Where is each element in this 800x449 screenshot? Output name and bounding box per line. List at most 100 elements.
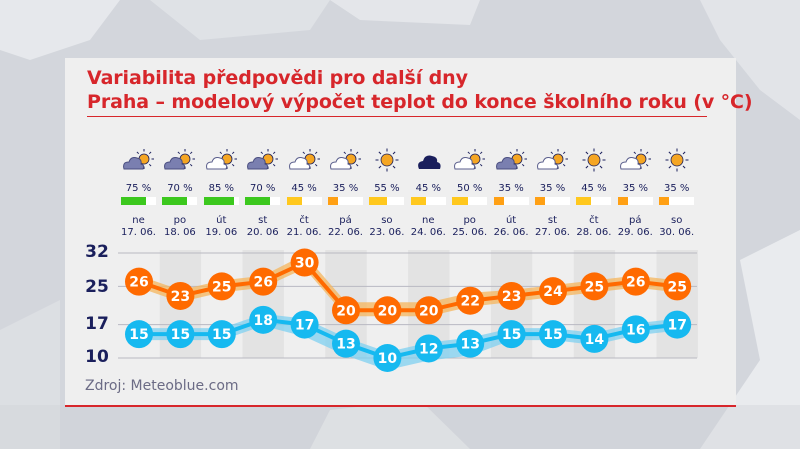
- svg-text:17: 17: [667, 318, 686, 334]
- day-label: čt 28. 06.: [573, 215, 614, 239]
- min-temperature-point: 15: [166, 320, 195, 349]
- day-date: 19. 06: [205, 227, 238, 238]
- confidence-bar: [369, 197, 405, 205]
- day-label: ne 17. 06.: [118, 215, 159, 239]
- forecast-confidence: 85 %: [208, 183, 234, 194]
- day-of-week: po: [463, 215, 476, 226]
- confidence-bar: [617, 197, 653, 205]
- cloud-icon: [417, 155, 441, 169]
- max-temperature-point: 23: [497, 281, 526, 310]
- max-temperature-point: 26: [621, 267, 650, 296]
- day-of-week: po: [173, 215, 187, 226]
- day-date: 22. 06.: [328, 227, 363, 238]
- day-date: 29. 06.: [617, 227, 653, 238]
- confidence-bar: [410, 197, 446, 205]
- forecast-confidence: 55 %: [374, 183, 400, 194]
- svg-text:15: 15: [129, 327, 148, 343]
- svg-text:10: 10: [378, 351, 398, 367]
- day-of-week: čt: [589, 215, 599, 226]
- day-of-week: ne: [422, 215, 435, 226]
- day-of-week: pá: [339, 215, 352, 226]
- confidence-bar-fill: [245, 197, 271, 205]
- day-of-week: út: [505, 215, 517, 226]
- cloud-sun-light-icon: [454, 149, 486, 170]
- min-temperature-point: 18: [249, 305, 278, 334]
- forecast-confidence: 70 %: [167, 183, 193, 194]
- day-date: 17. 06.: [121, 227, 156, 238]
- title-line-2: Praha – modelový výpočet teplot do konce…: [87, 91, 753, 113]
- svg-text:15: 15: [171, 327, 190, 343]
- svg-text:26: 26: [626, 275, 645, 291]
- confidence-bar-fill: [369, 197, 388, 205]
- day-of-week: st: [258, 215, 268, 226]
- cloud-sun-light-icon: [288, 149, 320, 170]
- forecast-confidence: 50 %: [456, 183, 483, 194]
- max-temperature-point: 25: [207, 272, 236, 301]
- day-label: po 18. 06: [159, 215, 200, 239]
- y-tick-32: 32: [85, 242, 109, 262]
- svg-text:20: 20: [419, 303, 439, 319]
- cloud-sun-light-icon: [205, 149, 237, 170]
- day-date: 28. 06.: [576, 227, 612, 238]
- svg-text:23: 23: [502, 289, 521, 305]
- confidence-bar: [162, 197, 198, 205]
- column-band: [656, 250, 698, 358]
- svg-text:25: 25: [585, 279, 604, 295]
- svg-text:12: 12: [419, 341, 438, 357]
- max-temperature-point: 26: [125, 267, 153, 296]
- confidence-bar: [576, 197, 612, 205]
- cloud-sun-dark-icon: [123, 149, 154, 170]
- confidence-bar: [328, 197, 363, 205]
- day-date: 21. 06.: [286, 227, 322, 238]
- max-temperature-point: 23: [166, 281, 195, 310]
- day-label: út 26. 06.: [491, 215, 532, 239]
- temperature-chart: 26 23 25 26 30 20 20 20 22 23 24 25 26 25 15 15 15 18 17 13…: [118, 248, 698, 372]
- day-label: po 25. 06.: [449, 215, 490, 239]
- day-of-week: pá: [629, 215, 642, 226]
- svg-text:25: 25: [212, 279, 231, 295]
- confidence-bar: [245, 197, 281, 205]
- day-label: st 27. 06.: [532, 215, 573, 239]
- sun-icon: [582, 148, 606, 172]
- y-tick-25: 25: [85, 277, 109, 297]
- day-date: 18. 06: [163, 227, 196, 238]
- confidence-bar-fill: [121, 197, 146, 205]
- min-temperature-point: 10: [373, 344, 402, 372]
- forecast-confidence: 35 %: [539, 183, 566, 194]
- min-temperature-point: 15: [497, 320, 526, 349]
- confidence-bar-fill: [535, 197, 545, 205]
- svg-text:17: 17: [295, 318, 314, 334]
- source-label: Zdroj: Meteoblue.com: [85, 378, 239, 394]
- svg-text:25: 25: [667, 279, 686, 295]
- title-line-1: Variabilita předpovědi pro další dny: [87, 67, 468, 89]
- svg-text:15: 15: [502, 327, 521, 343]
- confidence-bar-fill: [203, 197, 234, 205]
- forecast-confidence: 70 %: [249, 183, 276, 194]
- min-temperature-point: 16: [621, 315, 650, 344]
- min-temperature-point: 15: [539, 320, 567, 349]
- svg-text:26: 26: [129, 275, 148, 291]
- min-temperature-point: 14: [580, 324, 609, 353]
- column-band: [242, 250, 284, 358]
- y-tick-17: 17: [85, 314, 109, 334]
- confidence-bar-fill: [493, 197, 504, 205]
- confidence-bar-fill: [452, 197, 469, 205]
- confidence-bar-fill: [328, 197, 338, 205]
- day-date: 25. 06.: [452, 227, 488, 238]
- day-of-week: čt: [299, 215, 309, 226]
- confidence-bar: [286, 197, 322, 205]
- day-label: pá 22. 06.: [325, 215, 366, 239]
- confidence-bar-fill: [286, 197, 302, 205]
- max-temperature-point: 25: [663, 272, 692, 301]
- day-label: čt 21. 06.: [284, 215, 325, 239]
- cloud-sun-dark-icon: [164, 149, 196, 170]
- max-temperature-point: 20: [373, 296, 402, 325]
- sun-icon: [665, 148, 689, 172]
- svg-text:23: 23: [171, 289, 190, 305]
- day-of-week: út: [216, 215, 227, 226]
- day-date: 24. 06.: [410, 227, 446, 238]
- confidence-bar: [535, 197, 570, 205]
- day-label: pá 29. 06.: [615, 215, 656, 239]
- day-date: 30. 06.: [659, 227, 695, 238]
- day-date: 20. 06: [246, 227, 279, 238]
